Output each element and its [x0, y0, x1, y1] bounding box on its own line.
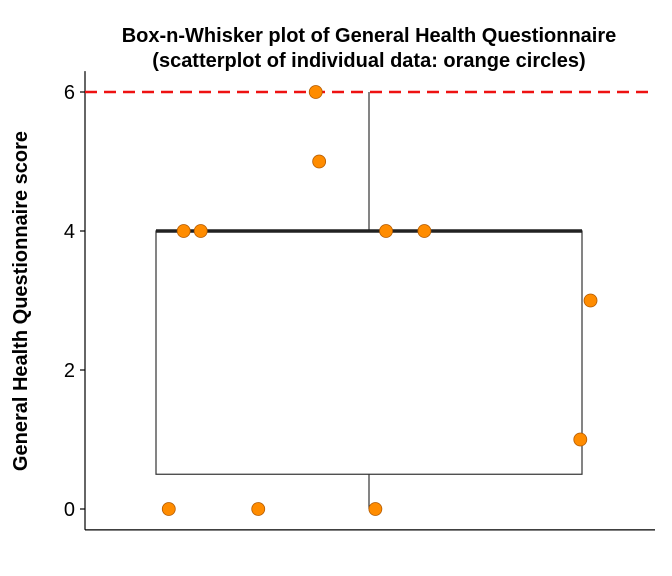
data-point: [583, 293, 598, 308]
plot-area: 0 2 4 6: [64, 71, 655, 531]
data-point: [193, 224, 208, 238]
y-tick-label: 6: [64, 82, 75, 104]
data-point: [176, 224, 191, 238]
data-point: [417, 224, 432, 238]
chart-title-line-2: (scatterplot of individual data: orange …: [152, 50, 585, 72]
y-tick-label: 2: [64, 360, 75, 382]
box-iqr: [155, 230, 583, 475]
y-axis-label: General Health Questionnaire score: [10, 131, 32, 471]
data-point: [573, 432, 588, 447]
y-tick-label: 0: [64, 499, 75, 521]
data-point: [251, 502, 266, 516]
chart-title-line-1: Box-n-Whisker plot of General Health Que…: [122, 25, 617, 47]
data-point: [312, 154, 327, 169]
data-point: [308, 85, 323, 99]
data-point: [161, 502, 176, 516]
data-point: [379, 224, 393, 238]
data-point: [368, 502, 383, 516]
y-tick-label: 4: [64, 221, 75, 243]
